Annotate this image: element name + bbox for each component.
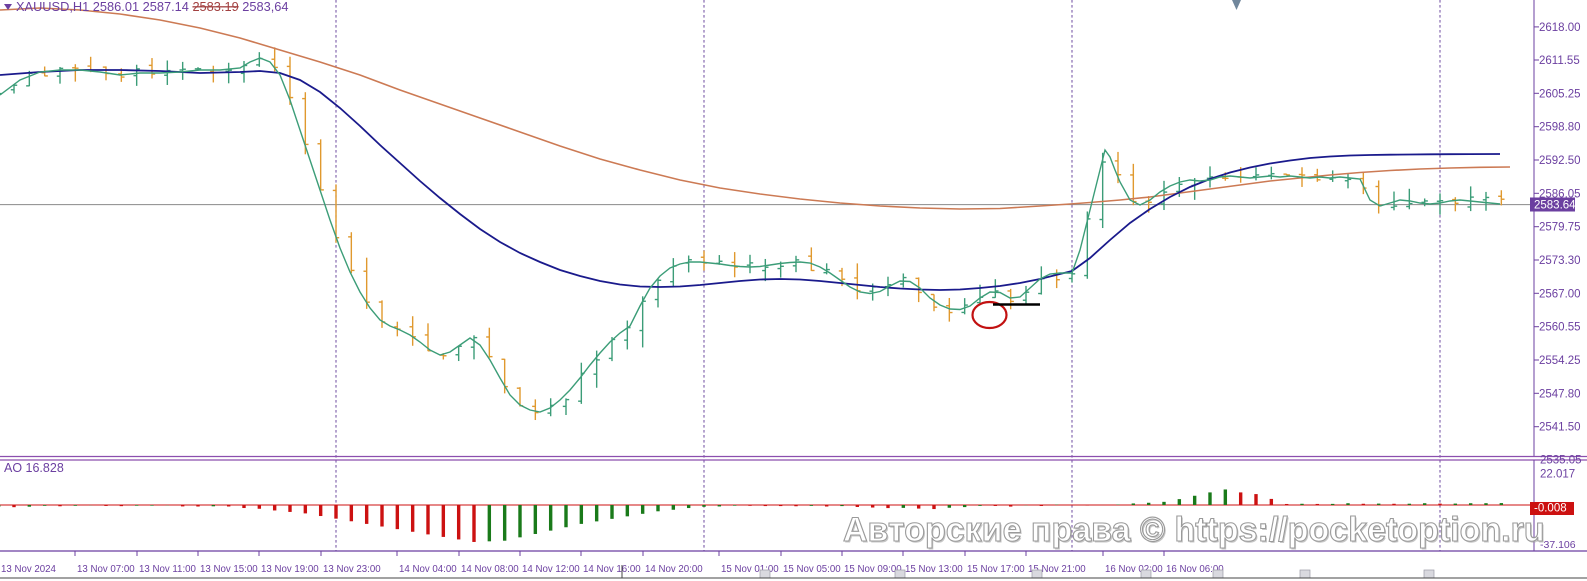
svg-text:2573.30: 2573.30	[1539, 255, 1581, 267]
svg-text:13 Nov 11:00: 13 Nov 11:00	[139, 564, 197, 575]
svg-text:2598.80: 2598.80	[1539, 122, 1581, 134]
svg-text:14 Nov 20:00: 14 Nov 20:00	[645, 564, 703, 575]
svg-text:XAUUSD,H1 2586.01 2587.14 258: XAUUSD,H1 2586.01 2587.14 2583.19 2583,6…	[16, 0, 289, 14]
svg-text:Авторские права © https://pock: Авторские права © https://pocketoption.r…	[843, 511, 1545, 549]
svg-text:2605.25: 2605.25	[1539, 88, 1581, 100]
svg-text:2541.50: 2541.50	[1539, 422, 1581, 434]
svg-text:13 Nov 2024: 13 Nov 2024	[1, 564, 57, 575]
svg-text:14 Nov 08:00: 14 Nov 08:00	[461, 564, 519, 575]
svg-text:15 Nov 01:00: 15 Nov 01:00	[721, 564, 779, 575]
svg-text:2579.75: 2579.75	[1539, 222, 1581, 234]
svg-text:22.017: 22.017	[1540, 469, 1575, 481]
svg-text:14 Nov 04:00: 14 Nov 04:00	[399, 564, 457, 575]
svg-text:13 Nov 19:00: 13 Nov 19:00	[261, 564, 319, 575]
svg-text:AO 16.828: AO 16.828	[4, 461, 64, 475]
svg-text:2611.55: 2611.55	[1539, 55, 1580, 67]
svg-text:15 Nov 05:00: 15 Nov 05:00	[783, 564, 841, 575]
svg-text:2592.50: 2592.50	[1539, 155, 1581, 167]
svg-text:2583.64: 2583.64	[1534, 199, 1576, 211]
svg-text:2567.00: 2567.00	[1539, 288, 1581, 300]
svg-text:14 Nov 16:00: 14 Nov 16:00	[583, 564, 641, 575]
svg-text:2560.55: 2560.55	[1539, 322, 1581, 334]
svg-text:13 Nov 23:00: 13 Nov 23:00	[323, 564, 381, 575]
svg-text:15 Nov 09:00: 15 Nov 09:00	[844, 564, 902, 575]
svg-text:16 Nov 02:00: 16 Nov 02:00	[1105, 564, 1163, 575]
svg-text:15 Nov 17:00: 15 Nov 17:00	[967, 564, 1025, 575]
svg-text:15 Nov 13:00: 15 Nov 13:00	[905, 564, 963, 575]
svg-text:2547.80: 2547.80	[1539, 388, 1581, 400]
svg-text:14 Nov 12:00: 14 Nov 12:00	[522, 564, 580, 575]
svg-text:13 Nov 15:00: 13 Nov 15:00	[200, 564, 258, 575]
svg-text:2554.25: 2554.25	[1539, 355, 1581, 367]
svg-text:2535.05: 2535.05	[1540, 455, 1582, 467]
svg-text:2618.00: 2618.00	[1539, 22, 1581, 34]
svg-text:13 Nov 07:00: 13 Nov 07:00	[77, 564, 135, 575]
